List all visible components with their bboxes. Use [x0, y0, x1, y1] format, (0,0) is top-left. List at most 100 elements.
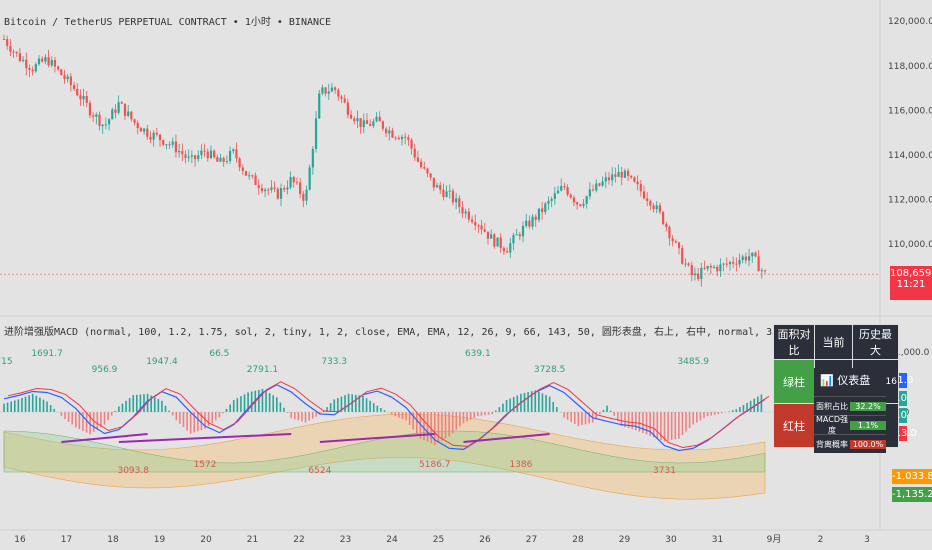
candle-body — [25, 59, 28, 69]
histogram-bar — [649, 412, 651, 436]
histogram-bar — [688, 412, 691, 429]
histogram-bar — [168, 410, 170, 412]
candle-body — [614, 174, 617, 177]
histogram-bar — [412, 412, 415, 430]
candle-body — [174, 141, 178, 153]
histogram-bar — [563, 412, 565, 418]
candle-body — [260, 188, 264, 192]
candle-body — [461, 207, 464, 214]
candle-body — [356, 118, 359, 122]
histogram-bar — [276, 397, 278, 412]
candle-body — [101, 124, 104, 127]
histogram-bar — [380, 407, 382, 412]
time-tick-label: 27 — [526, 535, 537, 545]
candle-body — [601, 181, 604, 186]
candle-body — [505, 251, 509, 253]
candle-body — [760, 270, 763, 272]
candle-body — [544, 203, 547, 213]
candle-body — [407, 137, 410, 140]
histogram-bar — [114, 410, 117, 412]
candle-body — [362, 120, 365, 128]
histogram-bar — [645, 412, 648, 435]
histogram-bar — [46, 401, 48, 412]
histogram-bar — [423, 412, 425, 441]
candle-body — [324, 87, 327, 94]
histogram-bar — [322, 410, 325, 412]
histogram-bar — [136, 394, 138, 412]
histogram-value-label: 956.9 — [92, 365, 118, 375]
time-tick-label: 17 — [61, 535, 72, 545]
histogram-bar — [96, 412, 99, 430]
candle-body — [496, 237, 499, 247]
histogram-bar — [39, 397, 41, 412]
histogram-bar — [329, 403, 332, 412]
candle-body — [349, 114, 353, 119]
candle-body — [394, 137, 397, 139]
histogram-bar — [283, 407, 285, 412]
candle-body — [60, 69, 63, 76]
histogram-bar — [337, 398, 339, 412]
histogram-bar — [541, 393, 544, 412]
histogram-bar — [405, 412, 407, 421]
candle-body — [588, 189, 591, 197]
indicator-value-badge: -1,033.8 — [892, 469, 932, 484]
candle-body — [684, 263, 687, 265]
histogram-bar — [523, 392, 526, 412]
candle-body — [432, 177, 435, 188]
histogram-bar — [455, 412, 458, 430]
indicator-title: 进阶增强版MACD (normal, 100, 1.2, 1.75, sol, … — [4, 327, 839, 338]
candle-body — [2, 39, 6, 40]
histogram-bar — [232, 400, 235, 412]
histogram-bar — [469, 412, 472, 420]
price-tick-label: 110,000.0 — [888, 240, 932, 250]
candle-body — [327, 91, 330, 94]
candle-body — [165, 144, 168, 146]
histogram-bar — [516, 395, 519, 412]
histogram-bar — [268, 393, 271, 412]
signal-line — [7, 381, 770, 449]
histogram-bar — [473, 412, 476, 418]
histogram-bar — [214, 412, 217, 421]
histogram-bar — [229, 404, 231, 412]
candle-body — [225, 161, 228, 163]
histogram-bar — [64, 412, 66, 419]
histogram-bar — [484, 412, 486, 416]
candle-body — [9, 45, 12, 52]
candle-body — [127, 111, 130, 116]
histogram-value-label: 715 — [0, 357, 13, 367]
candle-body — [725, 263, 728, 265]
candle-body — [66, 76, 69, 80]
current-price: 108,659.6 — [890, 268, 932, 280]
candle-body — [591, 189, 595, 191]
candle-body — [139, 128, 143, 132]
candle-body — [279, 188, 283, 199]
candle-body — [633, 177, 636, 182]
candle-body — [509, 243, 512, 253]
histogram-labels: 715 1691.7 956.9 1947.4 66.5 2791.1 733.3 639.1… — [0, 349, 709, 476]
candle-body — [330, 87, 334, 92]
histogram-bar — [401, 412, 404, 419]
histogram-bar — [207, 412, 210, 426]
candle-body — [556, 190, 560, 194]
histogram-bar — [710, 412, 712, 416]
histogram-bar — [193, 412, 196, 433]
candle-body — [572, 197, 576, 203]
histogram-bar — [118, 406, 120, 412]
candle-body — [445, 191, 448, 197]
candle-body — [197, 155, 200, 159]
candle-body — [763, 270, 767, 272]
candle-body — [334, 87, 337, 90]
candle-body — [553, 193, 556, 199]
candle-body — [604, 177, 607, 182]
red-bar-label: 红柱 — [773, 403, 815, 448]
candle-body — [677, 242, 681, 249]
candle-body — [486, 231, 490, 239]
candle-body — [12, 51, 15, 53]
dashboard-value: 100.0% — [850, 439, 886, 449]
candle-body — [76, 88, 79, 96]
histogram-bar — [17, 399, 20, 412]
histogram-bar — [527, 392, 529, 412]
histogram-bar — [204, 412, 206, 429]
candle-body — [232, 149, 235, 152]
